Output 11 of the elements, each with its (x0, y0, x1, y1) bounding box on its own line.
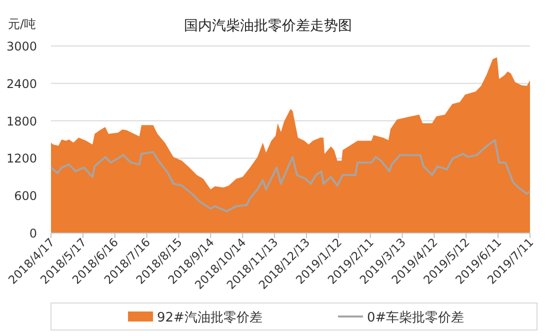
chart-title: 国内汽柴油批零价差走势图 (184, 18, 352, 34)
y-tick-label: 1200 (6, 152, 37, 166)
legend-label: 92#汽油批零价差 (157, 310, 262, 326)
y-tick-label: 0 (29, 226, 37, 240)
y-tick-label: 1800 (6, 114, 37, 128)
y-tick-label: 600 (14, 189, 37, 204)
line-series (50, 139, 531, 212)
legend-label: 0#车柴批零价差 (367, 310, 464, 326)
y-tick-label: 3000 (6, 40, 37, 54)
y-tick-label: 2400 (6, 76, 37, 91)
y-axis-title: 元/吨 (8, 17, 36, 31)
